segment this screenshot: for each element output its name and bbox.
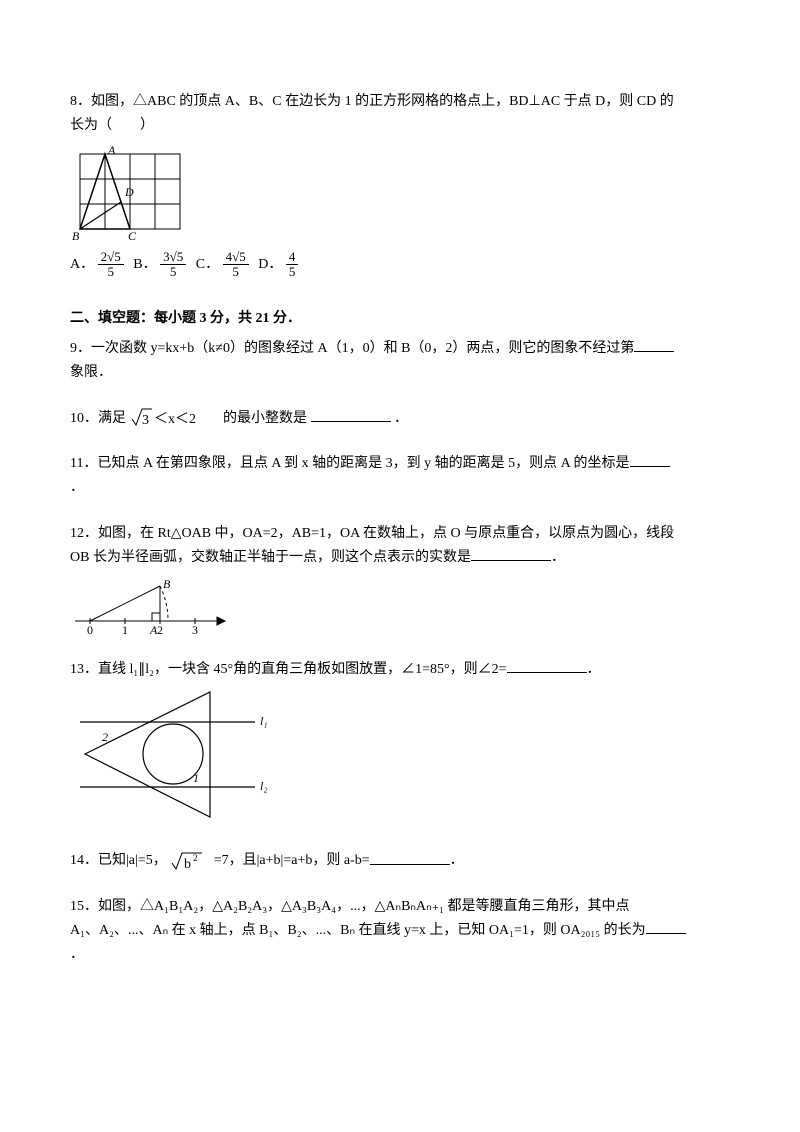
q8-optB-label: B． xyxy=(133,257,156,272)
q14-expr: b 2 xyxy=(170,849,210,873)
question-15: 15．如图，△A₁B₁A₂，△A₂B₂A₃，△A₃B₃A₄，...，△AₙBₙA… xyxy=(70,895,730,966)
q11-blank xyxy=(630,452,670,467)
tick2: 2 xyxy=(157,623,163,636)
tick3: 3 xyxy=(192,623,198,636)
svg-text:＜x＜2: ＜x＜2 xyxy=(154,412,196,427)
q8-figure: A D B C xyxy=(70,144,730,244)
q13-figure: l₁ l₂ 1 2 xyxy=(70,687,730,827)
q14-text-b: =7，且|a+b|=a+b，则 a-b= xyxy=(214,854,370,869)
svg-text:2: 2 xyxy=(102,730,108,744)
q14-blank xyxy=(370,850,450,865)
question-13: 13．直线 l₁∥l₂，一块含 45°角的直角三角板如图放置，∠1=85°，则∠… xyxy=(70,658,730,828)
q11-text-b: ． xyxy=(70,480,84,495)
section2-header: 二、填空题：每小题 3 分，共 21 分． xyxy=(70,307,730,331)
q10-text-c: ． xyxy=(394,411,408,426)
q8-line1: 8．如图，△ABC 的顶点 A、B、C 在边长为 1 的正方形网格的格点上，BD… xyxy=(70,90,730,114)
svg-text:B: B xyxy=(163,577,171,591)
q10-text-a: 10．满足 xyxy=(70,411,126,426)
question-12: 12．如图，在 Rt△OAB 中，OA=2，AB=1，OA 在数轴上，点 O 与… xyxy=(70,522,730,636)
q8-optD-label: D． xyxy=(258,257,282,272)
q8-optC-label: C． xyxy=(196,257,219,272)
svg-text:b: b xyxy=(184,857,191,872)
q12-figure: 0 1 2 3 B A xyxy=(70,576,730,636)
q15-blank xyxy=(646,919,686,934)
q11-text-a: 11．已知点 A 在第四象限，且点 A 到 x 轴的距离是 3，到 y 轴的距离… xyxy=(70,456,630,471)
svg-text:l₁: l₁ xyxy=(260,714,268,728)
svg-text:l₂: l₂ xyxy=(260,779,268,793)
q8-fracB: 3√55 xyxy=(160,250,186,280)
q10-text-b: 的最小整数是 xyxy=(223,411,307,426)
q8-options: A． 2√55 B． 3√55 C． 4√55 D． 45 xyxy=(70,250,730,280)
q9-blank xyxy=(634,337,674,352)
q9-text-b: 象限． xyxy=(70,365,112,380)
q12-text-c: ． xyxy=(551,550,565,565)
q8-optA-label: A． xyxy=(70,257,94,272)
svg-text:C: C xyxy=(128,229,137,243)
question-10: 10．满足 3 ＜x＜2 的最小整数是 ． xyxy=(70,407,730,431)
q13-text-a: 13．直线 l₁∥l₂，一块含 45°角的直角三角板如图放置，∠1=85°，则∠… xyxy=(70,662,507,677)
q15-text-c: ． xyxy=(70,947,84,962)
q12-text-a: 12．如图，在 Rt△OAB 中，OA=2，AB=1，OA 在数轴上，点 O 与… xyxy=(70,526,674,541)
q13-blank xyxy=(507,658,587,673)
q10-expr: 3 ＜x＜2 xyxy=(130,407,220,429)
q14-text-a: 14．已知|a|=5， xyxy=(70,854,167,869)
q8-fracC: 4√55 xyxy=(223,250,249,280)
svg-text:A: A xyxy=(149,623,158,636)
q12-text-b: OB 长为半径画弧，交数轴正半轴于一点，则这个点表示的实数是 xyxy=(70,550,471,565)
q15-text-a: 15．如图，△A₁B₁A₂，△A₂B₂A₃，△A₃B₃A₄，...，△AₙBₙA… xyxy=(70,899,629,914)
question-11: 11．已知点 A 在第四象限，且点 A 到 x 轴的距离是 3，到 y 轴的距离… xyxy=(70,452,730,500)
tick0: 0 xyxy=(87,623,93,636)
svg-text:3: 3 xyxy=(142,413,149,428)
question-8: 8．如图，△ABC 的顶点 A、B、C 在边长为 1 的正方形网格的格点上，BD… xyxy=(70,90,730,279)
svg-text:D: D xyxy=(124,185,134,199)
svg-text:B: B xyxy=(72,229,80,243)
q12-blank xyxy=(471,546,551,561)
q13-text-b: ． xyxy=(587,662,601,677)
svg-text:2: 2 xyxy=(193,853,198,863)
q8-fracD: 45 xyxy=(286,250,299,280)
q15-text-b: A₁、A₂、...、Aₙ 在 x 轴上，点 B₁、B₂、...、Bₙ 在直线 y… xyxy=(70,923,646,938)
question-9: 9．一次函数 y=kx+b（k≠0）的图象经过 A（1，0）和 B（0，2）两点… xyxy=(70,337,730,385)
q8-line2: 长为（ ） xyxy=(70,114,730,138)
tick1: 1 xyxy=(122,623,128,636)
svg-text:A: A xyxy=(107,144,116,157)
q14-text-c: ． xyxy=(450,854,464,869)
svg-text:1: 1 xyxy=(193,771,199,785)
q10-blank xyxy=(311,407,391,422)
q8-fracA: 2√55 xyxy=(98,250,124,280)
q9-text-a: 9．一次函数 y=kx+b（k≠0）的图象经过 A（1，0）和 B（0，2）两点… xyxy=(70,341,634,356)
question-14: 14．已知|a|=5， b 2 =7，且|a+b|=a+b，则 a-b= ． xyxy=(70,849,730,873)
